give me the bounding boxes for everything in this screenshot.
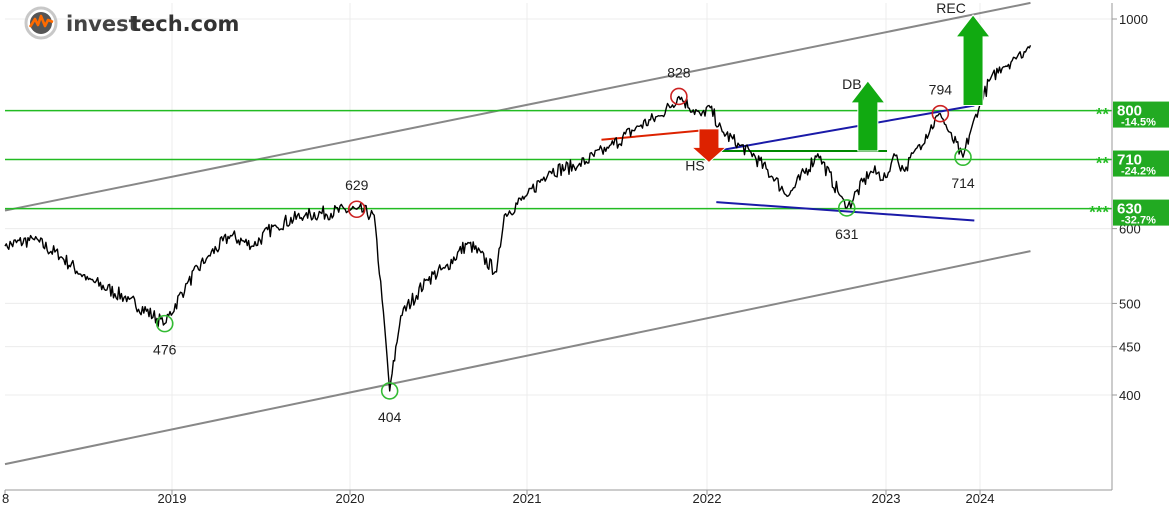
lower-trend-blue-line bbox=[716, 201, 975, 222]
x-tick-label: 2019 bbox=[158, 491, 187, 506]
signal-arrow-rec bbox=[955, 14, 992, 106]
top-marker-label: 828 bbox=[667, 64, 691, 80]
level-label-value: 800 bbox=[1117, 103, 1142, 120]
signal-arrow-hs bbox=[690, 128, 728, 164]
bottom-marker-label: 631 bbox=[835, 226, 859, 242]
bottom-marker-label: 404 bbox=[378, 409, 402, 425]
bottom-marker-label: 714 bbox=[951, 175, 975, 191]
y-tick-label: 450 bbox=[1119, 340, 1141, 355]
top-marker-label: 794 bbox=[929, 82, 953, 98]
x-tick-label: 2024 bbox=[966, 491, 995, 506]
level-stars: ** bbox=[1096, 105, 1110, 124]
chart-axes: 8 2019 2020 2021 2022 2023 2024400450500600100… bbox=[2, 3, 1148, 506]
level-label-value: 630 bbox=[1117, 201, 1142, 218]
level-label-box bbox=[1113, 150, 1169, 177]
level-label-pct: -24.2% bbox=[1121, 166, 1156, 178]
trend-channel bbox=[4, 1, 1031, 466]
price-line bbox=[4, 45, 1032, 392]
top-marker-label: 629 bbox=[345, 177, 369, 193]
x-tick-label: 2021 bbox=[513, 491, 542, 506]
channel-lower-line bbox=[4, 250, 1031, 466]
x-tick-label: 2022 bbox=[693, 491, 722, 506]
bottom-marker-label: 476 bbox=[153, 342, 177, 358]
x-tick-label: 8 bbox=[2, 491, 9, 506]
y-tick-label: 400 bbox=[1119, 388, 1141, 403]
top-marker-circle bbox=[670, 87, 688, 106]
level-label-box bbox=[1113, 101, 1169, 128]
logo-icon bbox=[24, 6, 58, 40]
level-label-box bbox=[1113, 199, 1169, 226]
x-tick-label: 2020 bbox=[336, 491, 365, 506]
bottom-marker-circle bbox=[954, 148, 972, 167]
level-label-pct: -32.7% bbox=[1121, 215, 1156, 227]
turning-point-markers: 629 828 794 476 404 631 714 bbox=[153, 64, 975, 424]
bottom-marker-circle bbox=[380, 382, 399, 400]
signal-arrows: HS DB REC bbox=[685, 0, 992, 173]
logo-text-invest: invest bbox=[66, 12, 139, 36]
y-tick-label: 500 bbox=[1119, 296, 1141, 311]
logo: invest tech.com bbox=[24, 6, 239, 40]
signal-label-db: DB bbox=[842, 76, 861, 92]
upper-trend-blue-line bbox=[716, 104, 975, 152]
y-tick-label: 1000 bbox=[1119, 12, 1148, 27]
level-stars: ** bbox=[1096, 154, 1110, 173]
neckline-hs-line bbox=[601, 129, 702, 141]
price-series bbox=[4, 45, 1032, 392]
chart-grid bbox=[5, 3, 1112, 490]
signal-label-hs: HS bbox=[685, 157, 704, 173]
x-tick-label: 2023 bbox=[872, 491, 901, 506]
logo-text-tech: tech.com bbox=[131, 12, 239, 36]
level-label-value: 710 bbox=[1117, 152, 1142, 169]
top-marker-circle bbox=[931, 104, 950, 123]
level-label-pct: -14.5% bbox=[1121, 117, 1156, 129]
top-marker-circle bbox=[347, 200, 366, 219]
bottom-marker-circle bbox=[837, 199, 856, 217]
signal-label-rec: REC bbox=[936, 0, 966, 16]
channel-upper-line bbox=[4, 1, 1031, 212]
bottom-marker-circle bbox=[155, 314, 174, 333]
level-stars: *** bbox=[1089, 203, 1109, 222]
signal-arrow-db bbox=[849, 80, 886, 152]
level-labels: ** 800-14.5% ** 710-24.2% *** 630-32.7% bbox=[1089, 101, 1169, 227]
pattern-lines bbox=[601, 104, 975, 222]
support-resistance-lines bbox=[5, 109, 1112, 210]
